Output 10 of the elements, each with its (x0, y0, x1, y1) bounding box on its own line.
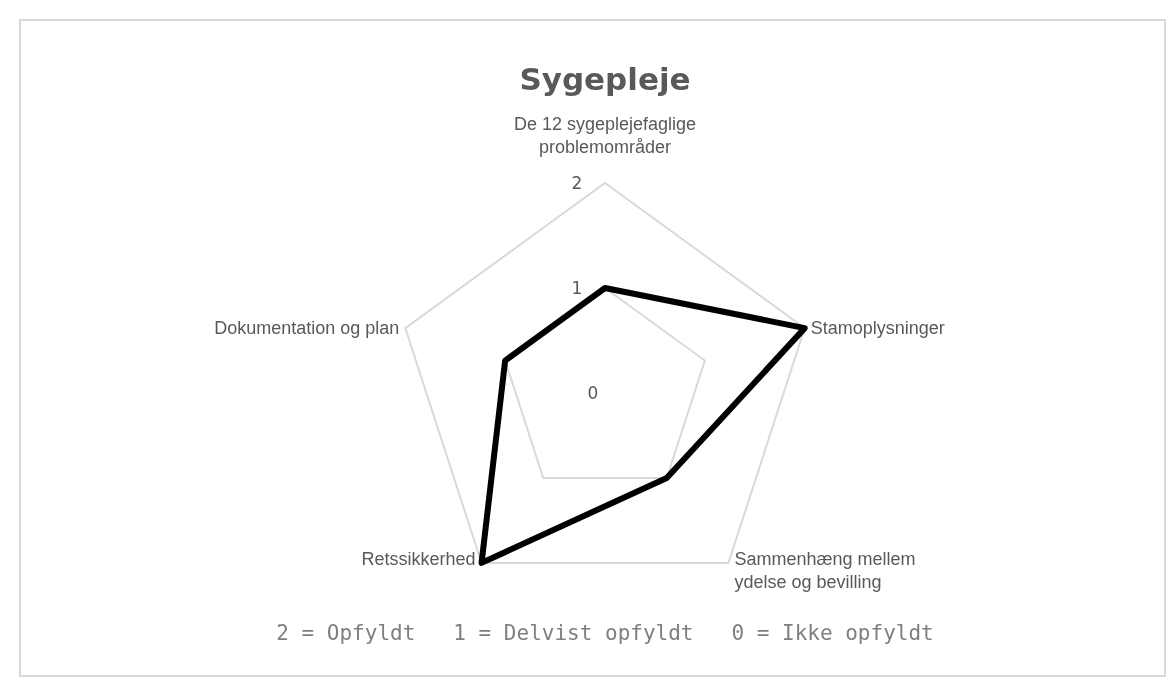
spoke-label: Sammenhæng mellem ydelse og bevilling (734, 548, 916, 592)
spoke-label: Stamoplysninger (810, 318, 945, 339)
y-tick-label: 1 (571, 278, 583, 298)
y-tick-label: 2 (571, 173, 583, 193)
chart-title: Sygepleje (519, 61, 691, 97)
spoke-label: Retssikkerhed (361, 548, 476, 569)
y-tick-label: 0 (587, 383, 599, 403)
spoke-label: Dokumentation og plan (214, 318, 400, 339)
text: 2 = Opfyldt 1 = Delvist opfyldt 0 = Ikke opfyldt (276, 621, 934, 645)
spoke-label: De 12 sygeplejefaglige problemområder (513, 114, 697, 157)
